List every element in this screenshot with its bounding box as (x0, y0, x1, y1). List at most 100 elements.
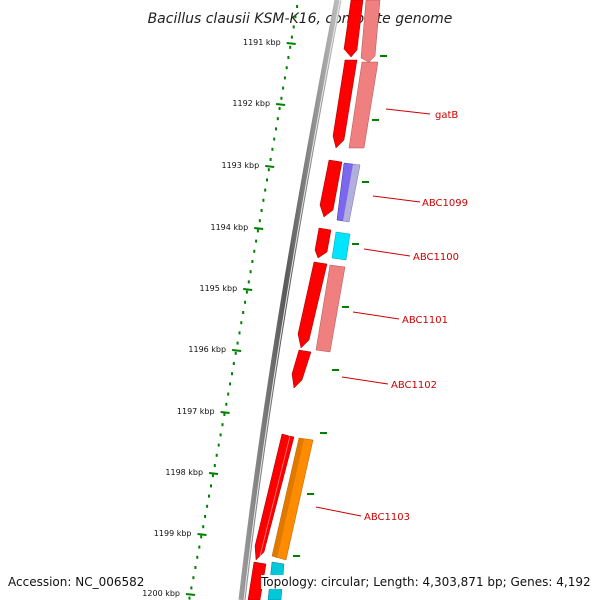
scale-dot (196, 555, 199, 559)
scale-dotted-ring (188, 5, 299, 600)
scale-dot (240, 321, 243, 325)
scale-dot (229, 382, 232, 386)
scale-dot (202, 525, 205, 529)
kbp-tick (197, 533, 207, 536)
scale-dot (213, 464, 216, 467)
scale-dot (282, 86, 285, 90)
feature-ticks (293, 55, 387, 557)
kbp-tick-label: 1192 kbp (232, 99, 270, 108)
scale-dot (264, 188, 267, 192)
scale-dot (247, 280, 250, 284)
scale-dot (211, 474, 214, 478)
kbp-tick-label: 1193 kbp (221, 161, 259, 170)
gene-labels: gatB ABC1099 ABC1100 ABC1101 ABC1102 ABC… (364, 110, 468, 523)
scale-dot (285, 66, 288, 70)
kbp-tick (265, 165, 275, 168)
scale-dot (290, 35, 293, 39)
scale-dot (236, 341, 239, 345)
kbp-tick-label: 1194 kbp (210, 223, 248, 232)
cds-feature[interactable] (247, 561, 267, 600)
kbp-tick (185, 593, 196, 596)
scale-dot (260, 209, 263, 212)
scale-dot (242, 311, 245, 314)
cds-feature[interactable] (315, 264, 346, 353)
cds-feature[interactable] (314, 227, 332, 259)
scale-dot (271, 147, 274, 151)
scale-dot (266, 178, 268, 182)
scale-dot (273, 137, 276, 141)
scale-dot (210, 484, 212, 488)
cds-feature[interactable] (348, 61, 379, 149)
scale-dot (232, 362, 235, 365)
kbp-tick-label: 1195 kbp (199, 284, 237, 293)
kbp-tick (220, 411, 230, 414)
scale-dot (219, 433, 222, 437)
kbp-tick (243, 288, 253, 291)
scale-dot (255, 239, 258, 243)
scale-dot (227, 392, 230, 396)
scale-dot (194, 566, 197, 569)
scale-dot (258, 219, 261, 223)
scale-dot (188, 596, 191, 600)
scale-dot (269, 158, 272, 161)
scale-dot (253, 249, 256, 253)
gene-label-gatB[interactable]: gatB (435, 110, 458, 121)
gene-label-ABC1102[interactable]: ABC1102 (391, 380, 437, 391)
genome-backbone (238, 0, 342, 600)
scale-dot (231, 372, 233, 376)
genome-title: Bacillus clausii KSM-K16, complete genom… (148, 11, 453, 27)
scale-dot (238, 331, 241, 335)
kbp-tick (286, 42, 296, 45)
scale-dot (225, 402, 228, 406)
gene-label-ABC1103[interactable]: ABC1103 (364, 512, 410, 523)
scale-dot (234, 351, 237, 355)
scale-dot (287, 56, 290, 59)
kbp-tick-layer: 1191 kbp 1192 kbp 1193 kbp 1194 kbp 1195 kbp… (142, 38, 296, 598)
scale-dot (283, 76, 286, 80)
scale-dot (262, 198, 265, 202)
kbp-tick (254, 227, 264, 230)
scale-dot (217, 443, 220, 447)
scale-dot (292, 25, 295, 29)
gene-label-ABC1101[interactable]: ABC1101 (402, 315, 448, 326)
kbp-tick (231, 349, 242, 352)
scale-dot (208, 494, 210, 498)
scale-dot (249, 270, 252, 274)
scale-dot (198, 545, 201, 549)
scale-dot (200, 535, 203, 539)
scale-dot (190, 586, 193, 590)
cds-feature[interactable] (331, 231, 351, 261)
scale-dot (245, 290, 248, 294)
gene-label-ABC1100[interactable]: ABC1100 (413, 252, 459, 263)
scale-dot (278, 107, 281, 110)
reverse-cds-track (267, 0, 381, 600)
cds-feature[interactable] (297, 261, 328, 349)
genome-summary-text: Topology: circular; Length: 4,303,871 bp… (261, 575, 591, 589)
scale-dot (221, 423, 224, 427)
scale-dot (244, 300, 247, 304)
kbp-tick-label: 1198 kbp (165, 468, 203, 477)
cds-feature[interactable] (360, 0, 381, 63)
kbp-tick (275, 103, 286, 106)
kbp-tick (208, 472, 219, 475)
cds-feature[interactable] (319, 159, 343, 218)
scale-dot (256, 229, 259, 233)
kbp-tick-label: 1199 kbp (154, 529, 192, 538)
kbp-tick-label: 1196 kbp (188, 345, 226, 354)
scale-dot (296, 5, 299, 8)
scale-dot (251, 260, 254, 263)
gene-label-ABC1099[interactable]: ABC1099 (422, 198, 468, 209)
kbp-tick-label: 1197 kbp (177, 407, 215, 416)
scale-dot (276, 117, 279, 121)
accession-text: Accession: NC_006582 (8, 575, 145, 589)
scale-dot (223, 413, 226, 416)
scale-dot (215, 453, 218, 457)
cds-feature[interactable] (332, 59, 358, 149)
scale-dot (204, 515, 207, 518)
cds-feature[interactable] (343, 0, 364, 58)
label-leaders (315, 108, 431, 517)
forward-cds-track (247, 0, 364, 600)
cds-feature[interactable] (291, 349, 312, 389)
kbp-tick-label: 1191 kbp (243, 38, 281, 47)
